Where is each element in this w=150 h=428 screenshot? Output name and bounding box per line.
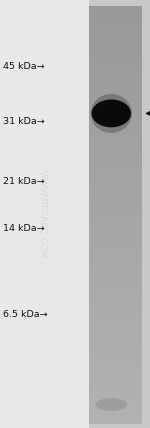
Text: WWW.PTGABC.COM: WWW.PTGABC.COM bbox=[38, 170, 46, 258]
Bar bbox=[0, 0, 89, 428]
Text: 31 kDa→: 31 kDa→ bbox=[3, 117, 45, 127]
Text: 6.5 kDa→: 6.5 kDa→ bbox=[3, 310, 48, 319]
Ellipse shape bbox=[96, 398, 127, 411]
Text: 21 kDa→: 21 kDa→ bbox=[3, 177, 45, 187]
Text: 45 kDa→: 45 kDa→ bbox=[3, 62, 45, 71]
Text: 14 kDa→: 14 kDa→ bbox=[3, 224, 45, 234]
Ellipse shape bbox=[91, 94, 132, 133]
Ellipse shape bbox=[92, 100, 131, 128]
